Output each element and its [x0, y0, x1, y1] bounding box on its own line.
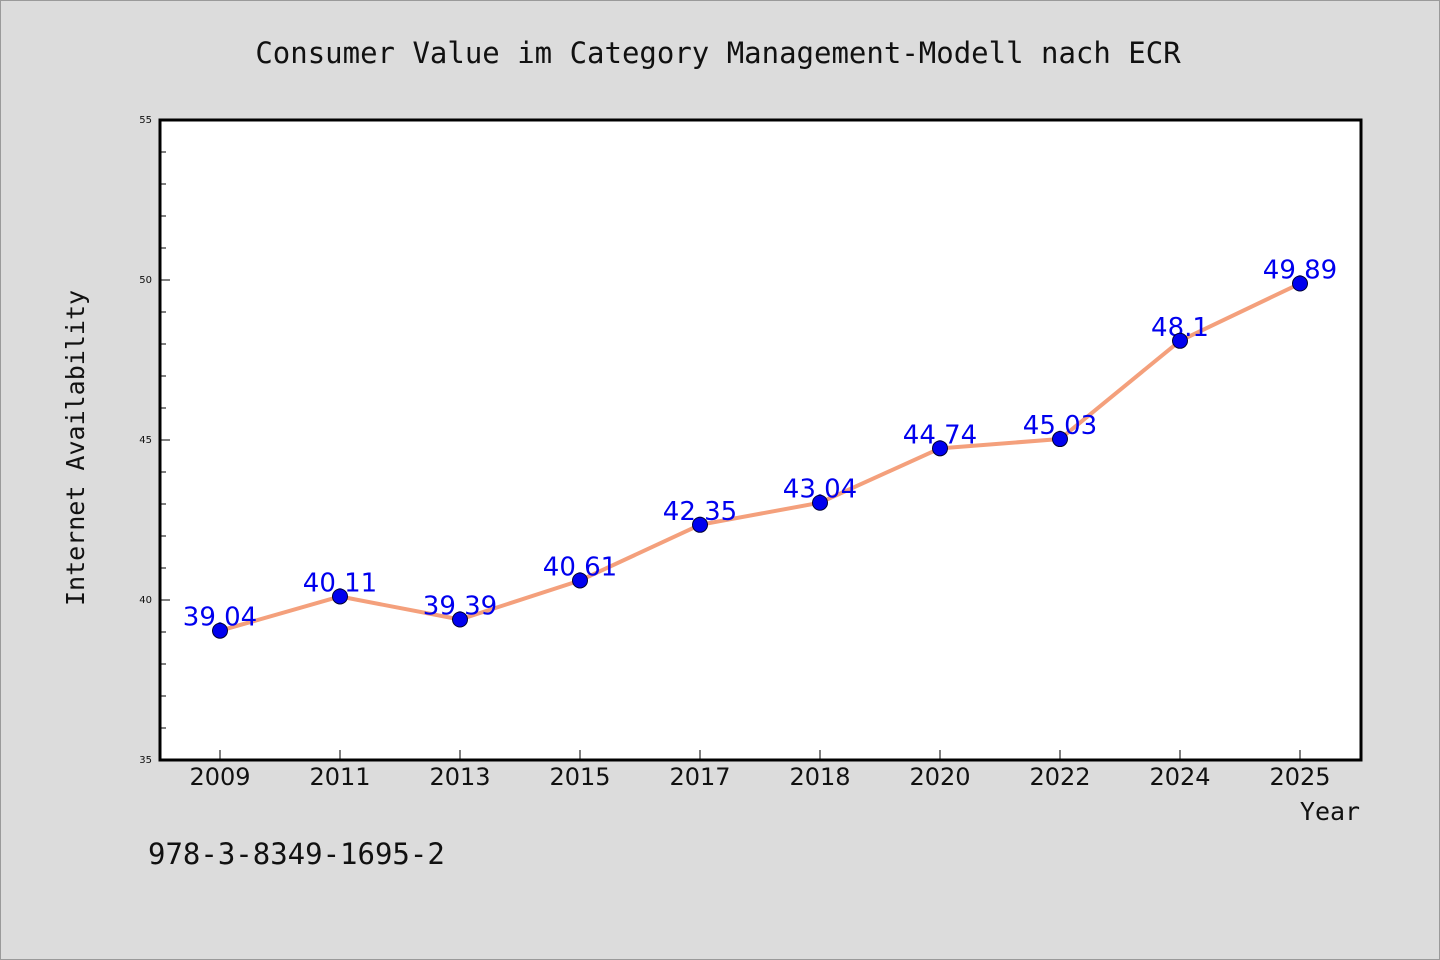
data-point — [692, 516, 708, 533]
y-tick-label: 55 — [139, 115, 152, 126]
y-axis: 35 40 45 50 55 — [139, 115, 170, 766]
y-tick-label: 50 — [139, 275, 152, 286]
y-tick-label: 40 — [139, 595, 152, 606]
y-axis-title: Internet Availability — [61, 290, 90, 606]
data-point — [1052, 431, 1068, 448]
data-point — [572, 572, 588, 589]
x-tick-label: 2017 — [669, 763, 730, 791]
x-tick-label: 2009 — [189, 763, 250, 791]
data-point — [332, 588, 348, 605]
data-point — [1292, 275, 1308, 292]
chart-title: Consumer Value im Category Management-Mo… — [255, 36, 1181, 70]
x-tick-label: 2024 — [1149, 763, 1210, 791]
footer-code: 978-3-8349-1695-2 — [148, 837, 445, 871]
x-tick-label: 2025 — [1269, 763, 1330, 791]
data-point — [212, 622, 228, 639]
x-tick-label: 2011 — [309, 763, 370, 791]
data-point — [932, 440, 948, 457]
x-tick-label: 2018 — [789, 763, 850, 791]
y-tick-label: 35 — [139, 755, 152, 766]
data-point — [452, 611, 468, 628]
x-axis: 2009 2011 2013 2015 2017 2018 2020 2022 2024 2025 — [189, 750, 1331, 791]
x-tick-label: 2015 — [549, 763, 610, 791]
y-tick-label: 45 — [139, 435, 152, 446]
series-line — [218, 281, 1302, 633]
x-tick-label: 2013 — [429, 763, 490, 791]
data-point — [1172, 332, 1188, 349]
data-point — [812, 494, 828, 511]
plot-area — [158, 118, 1363, 762]
x-tick-label: 2020 — [909, 763, 970, 791]
x-axis-title: Year — [1300, 797, 1360, 826]
x-tick-label: 2022 — [1029, 763, 1090, 791]
